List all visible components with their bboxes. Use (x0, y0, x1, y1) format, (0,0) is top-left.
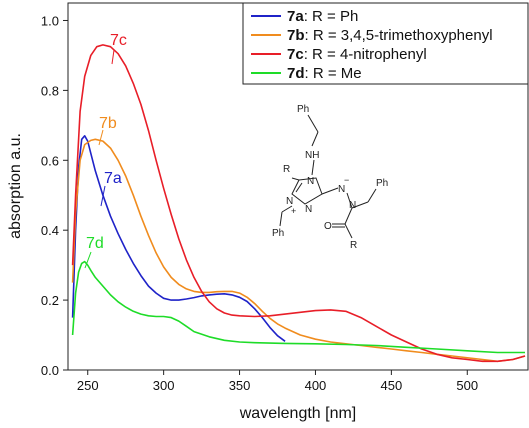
series-lines (71, 44, 526, 363)
curve-label-leader-7b (98, 129, 104, 146)
atom-label-n-ring-top: N (307, 176, 314, 187)
curve-label-7b: 7b (99, 115, 117, 132)
curve-label-7a: 7a (104, 170, 122, 187)
atom-label-nh: NH (305, 150, 319, 161)
atom-label-n-ring-bottom: N (305, 204, 312, 215)
legend-id-7b: 7b (287, 27, 305, 44)
curve-label-group-7a: 7a (100, 170, 122, 207)
y-axis-title: absorption a.u. (7, 133, 24, 239)
x-tick-label: 250 (77, 378, 99, 393)
atom-label-o: O (324, 221, 332, 232)
bond (279, 211, 283, 227)
y-tick-label: 0.8 (41, 83, 59, 98)
legend-label-7a: 7a: R = Ph (287, 8, 358, 25)
bond (346, 192, 353, 209)
x-axis-title: wavelength [nm] (239, 405, 357, 422)
series-line-7a (71, 135, 286, 342)
curve-label-7c: 7c (110, 32, 127, 49)
x-tick-label: 450 (381, 378, 403, 393)
legend: 7a: R = Ph 7b: R = 3,4,5-trimethoxypheny… (242, 2, 529, 85)
atom-label-minus: − (344, 175, 349, 185)
atom-label-n-ring-plus: N (286, 196, 293, 207)
legend-text-7b: : R = 3,4,5-trimethoxyphenyl (305, 27, 493, 44)
y-tick-label: 0.6 (41, 153, 59, 168)
bond (295, 182, 303, 193)
atom-label-ph-right: Ph (376, 178, 388, 189)
atom-label-ph-left: Ph (272, 228, 284, 239)
legend-item-7b: 7b: R = 3,4,5-trimethoxyphenyl (251, 27, 493, 44)
y-tick-label: 0.4 (41, 223, 59, 238)
bond (311, 159, 315, 176)
atom-label-ph-top: Ph (297, 104, 309, 115)
series-line-7b (71, 138, 526, 363)
legend-id-7d: 7d (287, 65, 305, 82)
inset-chemical-labels: Ph NH R N N + N N − N Ph O R Ph (272, 104, 388, 251)
x-tick-label: 350 (229, 378, 251, 393)
curve-label-group-7d: 7d (84, 235, 104, 269)
x-axis-ticks: 250 300 350 400 450 500 (77, 370, 478, 393)
y-tick-label: 0.2 (41, 293, 59, 308)
bond (311, 131, 319, 147)
bond (344, 223, 353, 239)
y-tick-label: 0.0 (41, 363, 59, 378)
bond (321, 187, 339, 195)
legend-item-7a: 7a: R = Ph (251, 8, 358, 25)
y-axis-ticks: 0.0 0.2 0.4 0.6 0.8 1.0 (41, 13, 68, 378)
x-tick-label: 400 (305, 378, 327, 393)
legend-label-7d: 7d: R = Me (287, 65, 362, 82)
curve-label-leader-7d (84, 251, 92, 269)
atom-label-n-minus: N (338, 184, 345, 195)
legend-label-7c: 7c: R = 4-nitrophenyl (287, 46, 427, 63)
atom-label-r-amide: R (350, 240, 357, 251)
bond (291, 177, 300, 181)
atom-label-plus: + (291, 206, 296, 216)
curve-label-group-7b: 7b (98, 115, 117, 146)
legend-item-7d: 7d: R = Me (251, 65, 362, 82)
triazole-ring (291, 177, 323, 205)
bond (307, 114, 319, 133)
y-tick-label: 1.0 (41, 13, 59, 28)
legend-box (242, 2, 529, 85)
legend-id-7a: 7a (287, 8, 304, 25)
bond (281, 205, 293, 213)
legend-label-7b: 7b: R = 3,4,5-trimethoxyphenyl (287, 27, 493, 44)
inset-chemical-structure (279, 114, 377, 239)
curve-label-leader-7a (100, 185, 106, 207)
series-line-7d (71, 260, 525, 354)
bond (367, 188, 377, 203)
legend-text-7a: : R = Ph (304, 8, 359, 25)
atom-label-r-ring: R (283, 164, 290, 175)
bond (344, 207, 353, 225)
atom-label-n-amide: N (349, 200, 356, 211)
legend-text-7c: : R = 4-nitrophenyl (304, 46, 427, 63)
legend-item-7c: 7c: R = 4-nitrophenyl (251, 46, 427, 63)
x-tick-label: 300 (153, 378, 175, 393)
bond (351, 201, 369, 209)
curve-label-group-7c: 7c (110, 32, 127, 65)
curve-label-7d: 7d (86, 235, 104, 252)
legend-id-7c: 7c (287, 46, 304, 63)
x-tick-label: 500 (456, 378, 478, 393)
curve-label-leader-7c (111, 49, 115, 65)
legend-text-7d: : R = Me (305, 65, 362, 82)
